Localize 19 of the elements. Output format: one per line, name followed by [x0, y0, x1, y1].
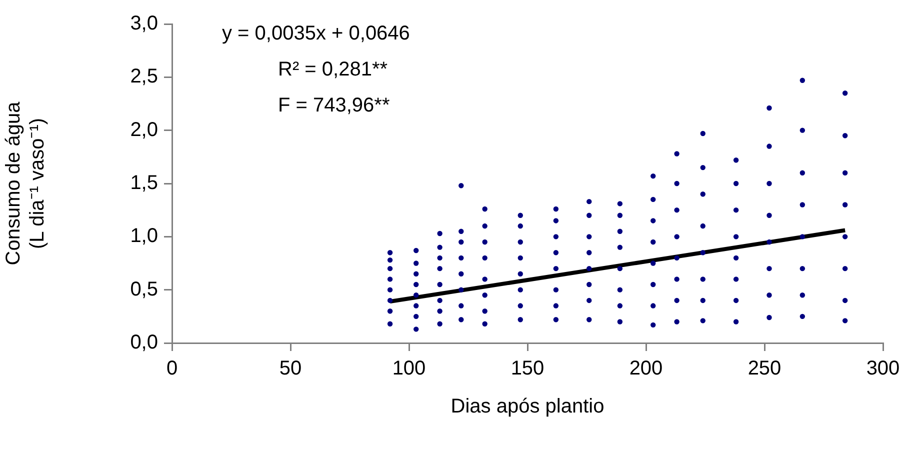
- x-tick-label: 50: [279, 358, 302, 380]
- annotation: F = 743,96**: [278, 94, 390, 117]
- x-tick-label: 250: [748, 358, 782, 380]
- x-axis-title: Dias após plantio: [450, 396, 604, 418]
- y-axis-title: Consumo de água (L dia⁻¹ vaso⁻¹): [2, 100, 49, 266]
- y-tick-label: 3,0: [130, 12, 158, 35]
- x-tick-label: 150: [510, 358, 544, 380]
- y-tick-label: 0,0: [130, 332, 158, 354]
- y-tick-label: 2,5: [130, 66, 158, 88]
- y-tick-label: 1,5: [130, 172, 158, 194]
- y-tick-label: 2,0: [130, 118, 158, 141]
- annotation: y = 0,0035x + 0,0646: [222, 22, 410, 45]
- annotation: R² = 0,281**: [278, 58, 388, 81]
- x-tick-label: 300: [866, 358, 900, 380]
- x-tick-label: 0: [166, 358, 178, 380]
- x-tick-label: 100: [392, 358, 426, 380]
- y-tick-label: 0,5: [130, 278, 158, 300]
- x-tick-label: 200: [629, 358, 663, 380]
- y-tick-label: 1,0: [130, 225, 158, 248]
